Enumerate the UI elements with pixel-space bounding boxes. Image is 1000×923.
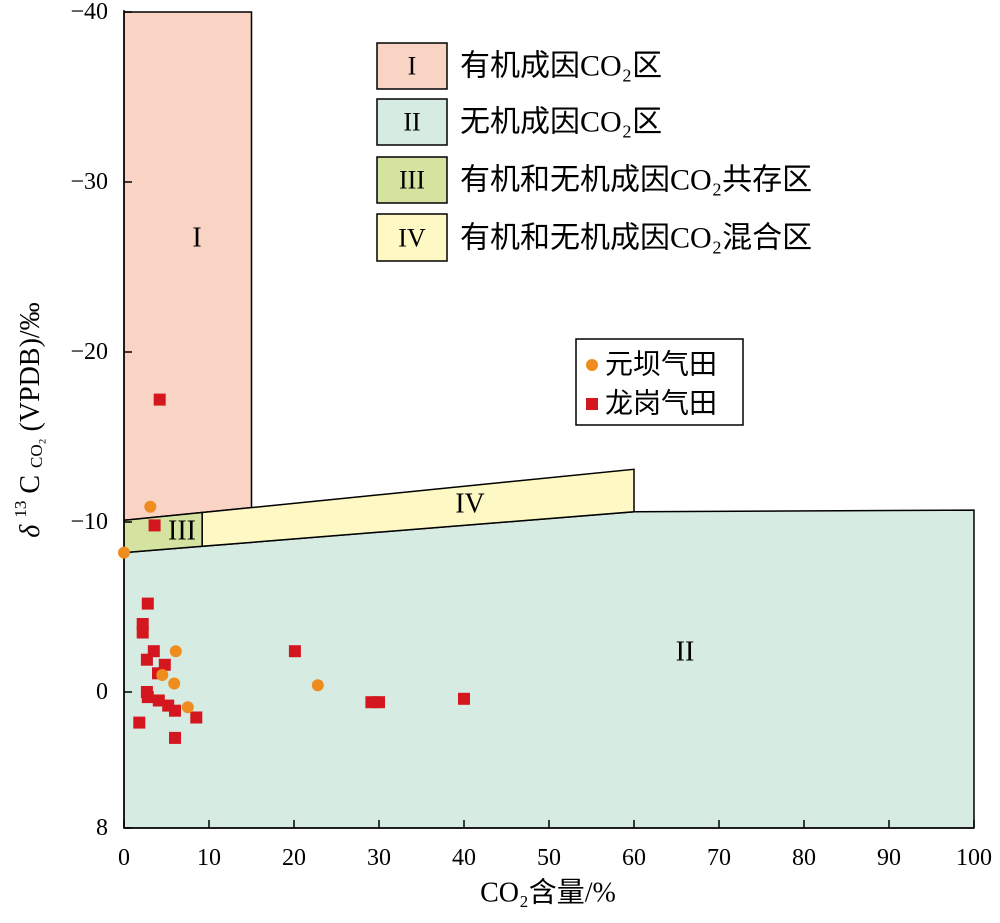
legend-numeral: II — [403, 108, 420, 137]
region-label-2: II — [676, 637, 695, 668]
x-tick-label: 20 — [282, 845, 306, 871]
legend-label: 有机和无机成因CO₂混合区 — [460, 222, 812, 255]
legend-swatch — [376, 213, 448, 262]
y-tick-label: 0 — [96, 679, 108, 705]
y-tick-label: −10 — [70, 509, 108, 535]
data-points — [118, 393, 470, 744]
x-axis-ticks: 0 10 20 30 40 50 60 70 80 90 100 — [118, 820, 992, 871]
series-1-point-5 — [156, 669, 169, 681]
series-legend-box — [575, 338, 744, 426]
legend-swatch — [376, 156, 448, 204]
legend-square-marker — [586, 398, 598, 410]
legend-label: 龙岗气田 — [605, 388, 717, 420]
x-axis-label: CO₂含量/% — [480, 877, 616, 909]
series-1-point-2 — [144, 500, 157, 513]
legend-item-series-1: 元坝气田 — [586, 349, 717, 381]
y-tick-label: 8 — [96, 815, 108, 841]
region-layer — [123, 11, 975, 829]
legend-item-region-4: IV 有机和无机成因CO₂混合区 — [376, 213, 812, 262]
legend-circle-marker — [586, 359, 598, 371]
x-tick-label: 30 — [367, 845, 391, 871]
region-label-1: I — [192, 223, 201, 254]
legend-swatch — [376, 42, 448, 90]
y-axis-ticks: −40 −30 −20 −10 0 8 — [70, 0, 132, 841]
series-2-point-15 — [190, 711, 203, 724]
legend-item-region-3: III 有机和无机成因CO₂共存区 — [376, 156, 812, 204]
legend-label: 无机成因CO₂区 — [460, 106, 662, 139]
y-axis-label-base: C — [15, 475, 46, 494]
series-1-point-7 — [311, 679, 324, 692]
region-label-3: III — [168, 516, 196, 547]
series-1-point-6 — [181, 701, 194, 714]
legend-label: 有机成因CO₂区 — [460, 50, 662, 83]
y-axis-label-delta: δ — [15, 524, 46, 538]
region-label-4: IV — [455, 489, 485, 520]
series-2-point-11 — [141, 691, 154, 704]
x-tick-label: 100 — [956, 845, 992, 871]
legend-label: 有机和无机成因CO₂共存区 — [460, 164, 812, 197]
region-4 — [201, 468, 635, 548]
legend-swatch — [376, 98, 448, 146]
legend-item-region-1: I 有机成因CO₂区 — [376, 42, 662, 90]
y-axis-label-rest: (VPDB)/‰ — [15, 302, 46, 431]
y-tick-label: −30 — [70, 169, 108, 195]
series-2-point-2 — [148, 519, 161, 532]
series-1-point-3 — [169, 645, 182, 658]
series-2-point-5 — [136, 626, 149, 639]
series-1-point-1 — [118, 546, 130, 559]
y-tick-label: −20 — [70, 339, 108, 365]
series-legend: 元坝气田 龙岗气田 — [575, 338, 744, 426]
legend-label: 元坝气田 — [605, 349, 717, 381]
legend-numeral: III — [399, 166, 425, 195]
series-2-point-14 — [169, 704, 181, 717]
series-2-point-20 — [373, 696, 385, 709]
x-tick-label: 80 — [792, 845, 816, 871]
series-2-point-3 — [141, 597, 154, 610]
series-1-point-4 — [168, 677, 181, 690]
y-axis-label: δ 13 C CO₂ (VPDB)/‰ — [5, 302, 52, 537]
legend-item-region-2: II 无机成因CO₂区 — [376, 98, 662, 146]
legend-numeral: IV — [398, 224, 426, 253]
x-tick-label: 0 — [118, 845, 130, 871]
x-tick-label: 90 — [877, 845, 901, 871]
series-2-point-16 — [133, 716, 146, 729]
series-2-point-1 — [153, 393, 166, 406]
x-tick-label: 60 — [622, 845, 646, 871]
series-2-point-17 — [169, 731, 181, 744]
x-tick-label: 10 — [197, 845, 221, 871]
x-tick-label: 50 — [537, 845, 561, 871]
series-2-point-7 — [140, 653, 153, 666]
region-2 — [123, 509, 975, 829]
x-tick-label: 40 — [452, 845, 476, 871]
legend-item-series-2: 龙岗气田 — [586, 388, 717, 420]
series-2-point-21 — [458, 692, 470, 705]
x-tick-label: 70 — [707, 845, 731, 871]
y-axis-label-superscript: 13 — [11, 501, 30, 518]
y-axis-label-subscript: CO₂ — [27, 438, 46, 468]
series-2-point-12 — [152, 694, 165, 707]
region-1 — [123, 11, 253, 522]
y-tick-label: −40 — [70, 0, 108, 25]
region-legend: I 有机成因CO₂区 II 无机成因CO₂区 III 有机和无机成因CO₂共存区… — [376, 42, 812, 262]
series-2-point-18 — [288, 645, 301, 658]
legend-numeral: I — [408, 52, 417, 81]
